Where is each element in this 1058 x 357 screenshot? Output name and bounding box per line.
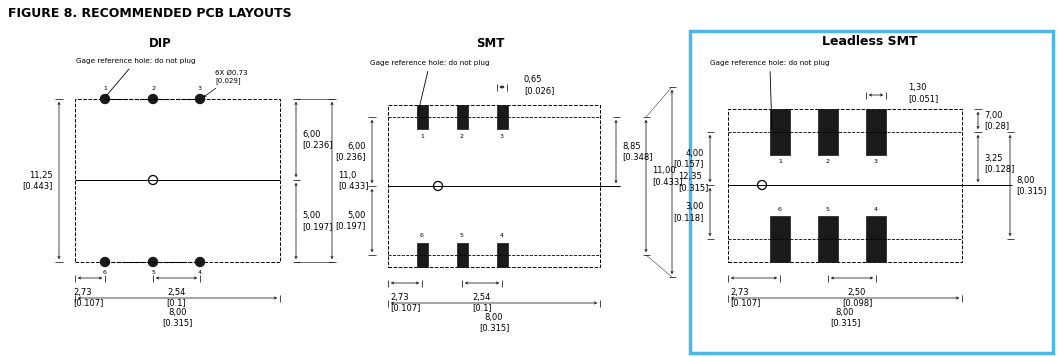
Text: 6,00
[0.236]: 6,00 [0.236] <box>335 142 366 161</box>
Bar <box>496 105 508 129</box>
Bar <box>456 105 468 129</box>
Text: 7,00
[0.28]: 7,00 [0.28] <box>984 111 1009 130</box>
Circle shape <box>196 257 204 266</box>
Circle shape <box>196 95 204 104</box>
Text: 5: 5 <box>826 207 829 212</box>
Text: 11,0
[0.433]: 11,0 [0.433] <box>338 171 368 190</box>
Bar <box>867 109 886 155</box>
Text: FIGURE 8. RECOMMENDED PCB LAYOUTS: FIGURE 8. RECOMMENDED PCB LAYOUTS <box>8 7 292 20</box>
Text: 5,00
[0.197]: 5,00 [0.197] <box>302 211 332 231</box>
Text: 8,85
[0.348]: 8,85 [0.348] <box>622 142 653 161</box>
Text: 2,73
[0.107]: 2,73 [0.107] <box>730 288 761 307</box>
Text: 6: 6 <box>420 233 424 238</box>
Text: 5,00
[0.197]: 5,00 [0.197] <box>335 211 366 230</box>
Bar <box>388 105 600 267</box>
Text: 2,50
[0.098]: 2,50 [0.098] <box>842 288 872 307</box>
Bar <box>417 243 427 267</box>
Text: 4: 4 <box>198 270 202 275</box>
Text: 6X Ø0.73
[0.029]: 6X Ø0.73 [0.029] <box>204 70 248 97</box>
Circle shape <box>148 257 158 266</box>
Text: 2: 2 <box>826 159 829 164</box>
Text: 6,00
[0.236]: 6,00 [0.236] <box>302 130 332 149</box>
Bar <box>690 31 1053 353</box>
Text: DIP: DIP <box>148 37 171 50</box>
Text: 0,65
[0.026]: 0,65 [0.026] <box>524 75 554 95</box>
Bar <box>818 216 838 262</box>
Text: 11,00
[0.433]: 11,00 [0.433] <box>652 166 682 186</box>
Circle shape <box>101 257 109 266</box>
Text: 8,00
[0.315]: 8,00 [0.315] <box>479 313 509 332</box>
Text: 3: 3 <box>198 86 202 91</box>
Bar <box>818 109 838 155</box>
Text: 4: 4 <box>500 233 504 238</box>
Text: 4: 4 <box>874 207 878 212</box>
Text: 2,73
[0.107]: 2,73 [0.107] <box>390 293 420 312</box>
Bar <box>75 99 280 262</box>
Text: 1: 1 <box>778 159 782 164</box>
Text: 2: 2 <box>151 86 156 91</box>
Circle shape <box>148 95 158 104</box>
Text: 2,73
[0.107]: 2,73 [0.107] <box>73 288 104 307</box>
Text: 6: 6 <box>103 270 107 275</box>
Text: SMT: SMT <box>476 37 505 50</box>
Text: 8,00
[0.315]: 8,00 [0.315] <box>162 308 193 327</box>
Text: 2,54
[0.1]: 2,54 [0.1] <box>166 288 186 307</box>
Text: 8,00
[0.315]: 8,00 [0.315] <box>1016 176 1046 195</box>
Text: 8,00
[0.315]: 8,00 [0.315] <box>829 308 860 327</box>
Bar <box>456 243 468 267</box>
Text: 1: 1 <box>103 86 107 91</box>
Text: 3: 3 <box>874 159 878 164</box>
Text: 12,35
[0.315]: 12,35 [0.315] <box>678 172 709 192</box>
Text: 11,25
[0.443]: 11,25 [0.443] <box>22 171 53 190</box>
Text: 4,00
[0.157]: 4,00 [0.157] <box>674 149 704 168</box>
Circle shape <box>101 95 109 104</box>
Text: 1,30
[0.051]: 1,30 [0.051] <box>908 83 938 103</box>
Text: 3,25
[0.128]: 3,25 [0.128] <box>984 154 1015 173</box>
Text: 1: 1 <box>420 134 424 139</box>
Text: Gage reference hole: do not plug: Gage reference hole: do not plug <box>710 60 829 128</box>
Text: Gage reference hole: do not plug: Gage reference hole: do not plug <box>370 60 490 114</box>
Text: 2,54
[0.1]: 2,54 [0.1] <box>472 293 492 312</box>
Bar <box>417 105 427 129</box>
Text: 6: 6 <box>778 207 782 212</box>
Text: 3: 3 <box>500 134 504 139</box>
Text: 2: 2 <box>460 134 464 139</box>
Text: Leadless SMT: Leadless SMT <box>822 35 917 48</box>
Text: 5: 5 <box>151 270 154 275</box>
Text: Gage reference hole: do not plug: Gage reference hole: do not plug <box>76 58 196 96</box>
Text: 3,00
[0.118]: 3,00 [0.118] <box>674 202 704 222</box>
Bar <box>867 216 886 262</box>
Bar <box>728 109 962 262</box>
Bar <box>770 216 790 262</box>
Bar <box>770 109 790 155</box>
Bar <box>496 243 508 267</box>
Text: 5: 5 <box>460 233 464 238</box>
